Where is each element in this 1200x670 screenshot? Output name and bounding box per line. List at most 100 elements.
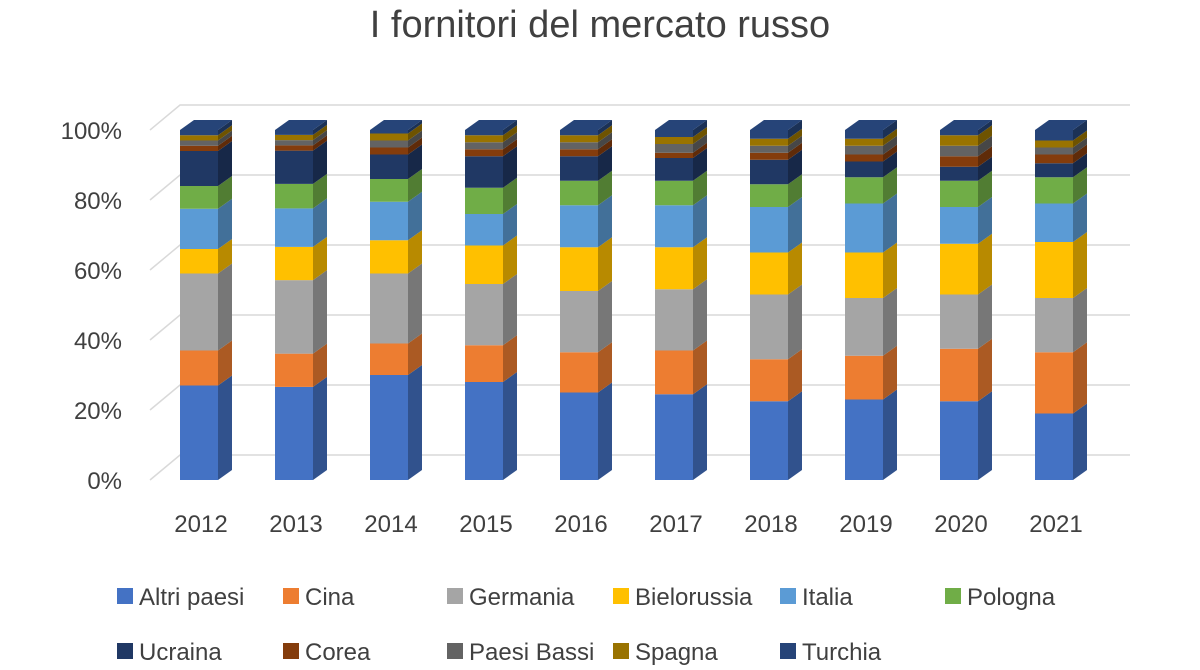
bar-segment-side xyxy=(978,338,992,402)
legend-label: Cina xyxy=(305,584,355,611)
bar-segment-side xyxy=(408,230,422,274)
bar-segment-side xyxy=(788,120,802,139)
bar-segment xyxy=(180,135,218,141)
bar-segment xyxy=(560,180,598,206)
bar-segment-side xyxy=(598,125,612,143)
bar-segment-side xyxy=(313,173,327,209)
bar-segment-side xyxy=(978,135,992,157)
legend-item: Cina xyxy=(283,584,355,611)
legend-item: Italia xyxy=(780,584,853,611)
bar-segment-side xyxy=(788,391,802,480)
bar-segment-side xyxy=(788,197,802,253)
bar-segment xyxy=(370,375,408,480)
bar-segment xyxy=(655,130,693,137)
legend-swatch xyxy=(447,643,463,659)
bar-segment xyxy=(845,161,883,178)
bar-segment xyxy=(655,144,693,153)
bar-segment-side xyxy=(788,174,802,207)
bar-top xyxy=(560,120,612,130)
bar-segment xyxy=(750,159,788,185)
bar-segment xyxy=(275,140,313,146)
bar-segment-side xyxy=(1073,288,1087,353)
bar-segment xyxy=(180,130,218,136)
bar-segment xyxy=(1035,130,1073,141)
x-tick-label: 2014 xyxy=(364,511,417,538)
bar-segment-side xyxy=(693,134,707,153)
bar-segment xyxy=(750,359,788,402)
bar-segment-side xyxy=(978,156,992,181)
bar-segment-side xyxy=(883,167,897,204)
bar-segment xyxy=(845,252,883,298)
bar-segment-side xyxy=(883,288,897,356)
bar-segment-side xyxy=(598,170,612,206)
bar-segment xyxy=(560,392,598,480)
bar-segment-side xyxy=(1073,193,1087,242)
bar-segment-side xyxy=(503,204,517,246)
bar-segment xyxy=(465,130,503,136)
bar-segment-side xyxy=(218,263,232,351)
legend-label: Altri paesi xyxy=(139,584,244,611)
bar-stack-2013 xyxy=(275,120,327,480)
bar-segment xyxy=(750,152,788,160)
bar-segment-side xyxy=(218,125,232,141)
bar-segment-side xyxy=(598,132,612,150)
bar-segment xyxy=(465,156,503,188)
bar-segment-side xyxy=(503,274,517,346)
bar-segment xyxy=(465,345,503,382)
bar-segment-side xyxy=(503,146,517,188)
legend-swatch xyxy=(780,588,796,604)
legend-label: Italia xyxy=(802,584,853,611)
x-tick-label: 2012 xyxy=(174,511,227,538)
bar-stack-2017 xyxy=(655,120,707,480)
bar-segment xyxy=(655,152,693,158)
bar-segment xyxy=(655,137,693,144)
bar-top xyxy=(750,120,802,130)
bar-top xyxy=(275,120,327,130)
bar-segment-side xyxy=(978,125,992,146)
x-tick-label: 2013 xyxy=(269,511,322,538)
x-tick-label: 2021 xyxy=(1029,511,1082,538)
bar-segment-side xyxy=(408,263,422,344)
bar-segment-side xyxy=(598,342,612,393)
bar-segment-side xyxy=(788,349,802,402)
bar-segment-side xyxy=(883,135,897,155)
chart-title: I fornitori del mercato russo xyxy=(369,4,831,46)
bar-segment xyxy=(180,186,218,209)
bar-segment xyxy=(845,130,883,139)
bar-segment-side xyxy=(883,242,897,298)
bar-top xyxy=(940,120,992,130)
bar-segment-side xyxy=(693,384,707,480)
bar-segment-side xyxy=(408,191,422,241)
bar-segment-side xyxy=(1073,144,1087,164)
bar-segment-side xyxy=(788,149,802,185)
bar-segment-side xyxy=(1073,137,1087,155)
legend: Altri paesi Cina Germania Bielorussia Italia… xyxy=(117,584,1056,666)
bar-segment xyxy=(370,140,408,148)
bar-segment xyxy=(275,134,313,141)
x-tick-label: 2018 xyxy=(744,511,797,538)
bar-segment xyxy=(655,247,693,290)
bar-segment xyxy=(655,180,693,206)
bar-segment-side xyxy=(313,270,327,354)
bar-segment xyxy=(560,135,598,143)
bar-segment xyxy=(845,154,883,162)
bar-segment xyxy=(1035,177,1073,204)
bar-segment xyxy=(465,187,503,214)
bar-stack-2016 xyxy=(560,120,612,480)
bar-segment xyxy=(465,245,503,284)
bar-segment xyxy=(845,355,883,400)
bar-segment xyxy=(845,399,883,480)
legend-item: Germania xyxy=(447,584,575,611)
bar-segment-side xyxy=(693,170,707,206)
bar-segment-side xyxy=(408,130,422,148)
bar-segment-side xyxy=(788,128,802,146)
bar-segment-side xyxy=(598,120,612,136)
bar-segment xyxy=(370,133,408,141)
bar-segment xyxy=(940,135,978,146)
legend-item: Altri paesi xyxy=(117,584,244,611)
bar-segment-side xyxy=(503,120,517,136)
bar-segment xyxy=(750,401,788,480)
bar-segment xyxy=(940,130,978,136)
bar-segment xyxy=(560,142,598,150)
bar-segment xyxy=(560,149,598,157)
